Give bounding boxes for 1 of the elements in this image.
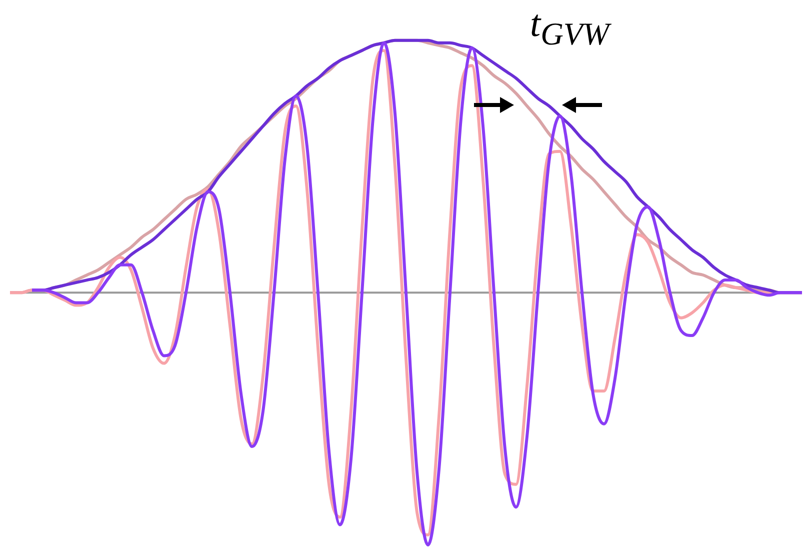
annotation: t$_{GVW}$ xyxy=(530,2,610,53)
